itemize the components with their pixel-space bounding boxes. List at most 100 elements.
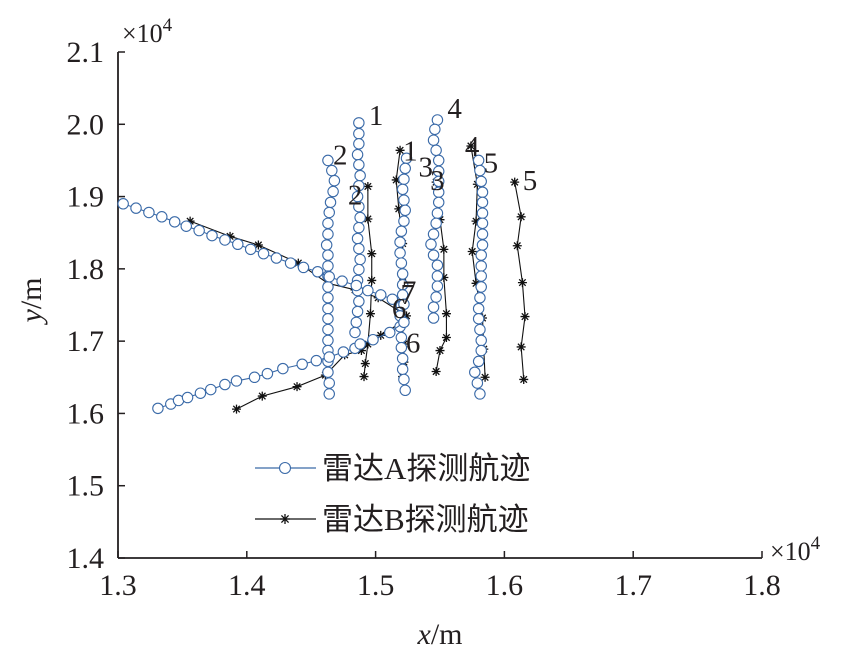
radar-a-point: [475, 249, 487, 261]
radar-a-point: [427, 301, 440, 313]
radar-b-point: [471, 216, 481, 226]
radar-b-point: [510, 177, 520, 187]
radar-a-point: [475, 260, 487, 272]
radar-a-point: [476, 228, 489, 240]
legend-label: 雷达A探测航迹: [322, 451, 530, 486]
radar-a-point: [320, 239, 333, 251]
radar-a-point: [284, 257, 297, 269]
x-tick-label: 1.8: [743, 569, 781, 602]
radar-a-point: [322, 260, 334, 272]
radar-b-point: [365, 309, 375, 319]
radar-b-point: [363, 181, 373, 191]
radar-a-point: [322, 217, 334, 230]
radar-a-point: [475, 175, 487, 188]
radar-a-point: [395, 257, 408, 269]
radar-a-point: [248, 371, 261, 384]
radar-a-point: [474, 323, 486, 336]
radar-a-point: [323, 271, 335, 283]
radar-a-point: [353, 127, 365, 140]
radar-b-point: [466, 141, 476, 151]
radar-a-point: [432, 196, 445, 209]
radar-a-point: [322, 281, 334, 293]
radar-a-point: [362, 284, 374, 297]
radar-b-track-label: 5: [523, 165, 538, 197]
radar-a-point: [353, 221, 365, 234]
radar-a-point: [398, 316, 410, 329]
radar-b-track-label: 7: [401, 279, 416, 311]
radar-a-track-label: 4: [447, 93, 462, 125]
radar-a-track-label: 1: [369, 100, 384, 132]
radar-b-point: [441, 309, 451, 319]
radar-a-point: [322, 249, 334, 261]
radar-a-point: [399, 162, 411, 175]
radar-a-point: [194, 387, 207, 399]
radar-a-point: [475, 281, 487, 293]
radar-a-point: [323, 388, 335, 400]
radar-b-point: [391, 175, 401, 185]
radar-b-point: [520, 312, 530, 322]
radar-b-point: [257, 391, 267, 401]
radar-b-point: [367, 249, 377, 259]
radar-a-point: [117, 198, 129, 210]
x-tick-label: 1.7: [614, 569, 652, 602]
radar-a-point: [431, 259, 444, 271]
radar-b-point: [431, 367, 441, 377]
radar-a-point: [143, 206, 155, 219]
radar-b-point: [467, 247, 477, 257]
radar-b-point: [516, 342, 526, 352]
radar-a-point: [353, 179, 365, 192]
radar-b-point: [439, 273, 449, 283]
radar-a-point: [130, 202, 142, 214]
x-tick-label: 1.6: [486, 569, 524, 602]
radar-a-point: [472, 355, 485, 368]
x-axis-title: x/m: [417, 618, 463, 651]
radar-a-point: [322, 312, 334, 325]
radar-a-track-5: [469, 154, 489, 400]
radar-a-point: [430, 291, 442, 303]
legend-label: 雷达B探测航迹: [322, 502, 529, 537]
radar-a-point: [322, 228, 334, 240]
radar-a-point: [427, 134, 440, 146]
radar-a-point: [323, 377, 335, 389]
radar-b-point: [253, 240, 263, 250]
radar-a-point: [474, 164, 486, 177]
radar-a-point: [310, 354, 323, 367]
radar-a-point: [322, 366, 334, 378]
radar-a-point: [351, 232, 364, 245]
radar-a-point: [431, 280, 444, 292]
radar-a-point: [168, 216, 181, 228]
radar-b-track-6: [231, 316, 409, 414]
radar-a-point: [395, 341, 408, 354]
radar-a-point: [474, 292, 486, 304]
radar-a-track-6: [152, 316, 410, 415]
radar-a-point: [353, 138, 365, 150]
radar-a-point: [327, 185, 339, 198]
y-tick-label: 1.5: [67, 470, 105, 503]
radar-a-point: [427, 312, 440, 324]
radar-a-point: [350, 279, 363, 292]
y-exponent-power: 4: [163, 15, 173, 36]
radar-b-point: [376, 330, 386, 340]
radar-a-track-label: 3: [419, 151, 434, 183]
radar-a-point: [351, 305, 364, 318]
radar-a-point: [354, 211, 366, 224]
radar-a-point: [322, 154, 334, 167]
radar-b-point: [512, 241, 522, 251]
radar-a-track-label: 7: [402, 275, 417, 307]
radar-b-point: [280, 514, 290, 524]
radar-a-point: [206, 229, 218, 242]
radar-a-point: [337, 346, 350, 358]
radar-a-point: [350, 316, 363, 329]
radar-b-track-label: 3: [430, 165, 445, 197]
radar-a-point: [322, 302, 334, 315]
radar-a-point: [476, 239, 489, 251]
legend-item-radar-b: 雷达B探测航迹: [255, 502, 529, 537]
radar-a-point: [398, 194, 410, 206]
x-exponent-power: 4: [811, 533, 821, 554]
radar-a-point: [204, 383, 217, 396]
y-axis-title: y/m: [15, 278, 48, 326]
y-tick-label: 1.6: [67, 397, 105, 430]
